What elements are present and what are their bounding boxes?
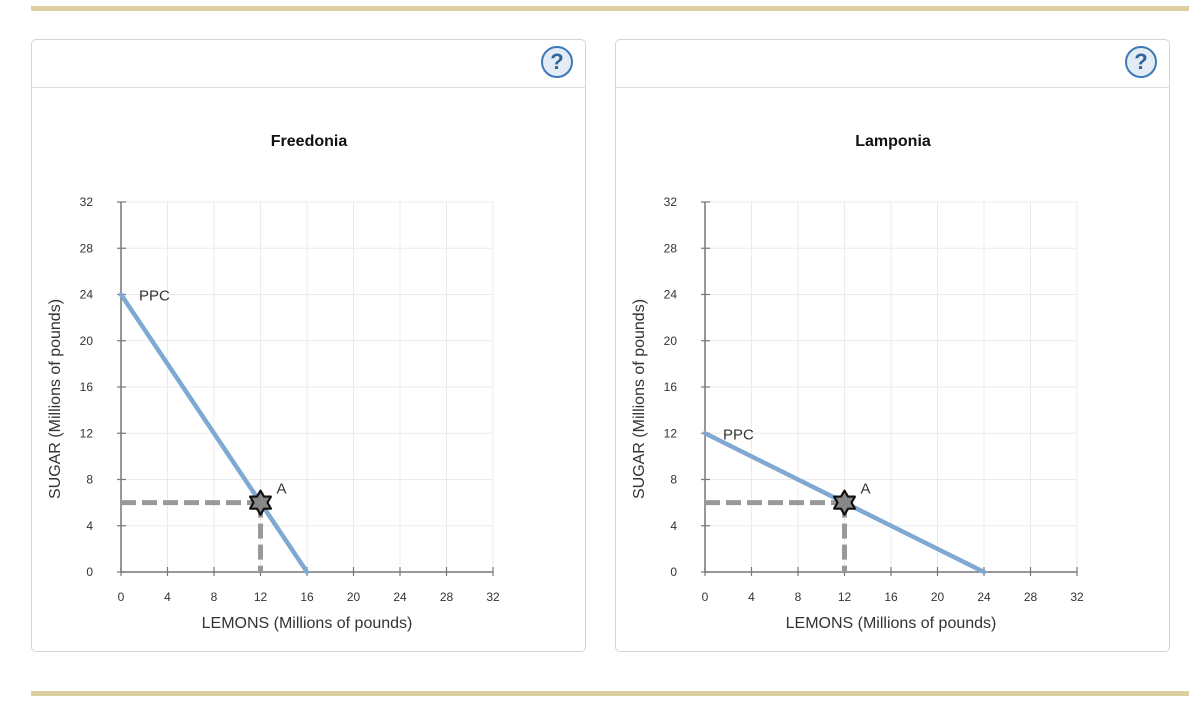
panel-header: ?	[32, 40, 585, 88]
y-tick-label: 0	[86, 565, 93, 579]
x-tick-label: 12	[838, 590, 852, 604]
x-tick-label: 8	[795, 590, 802, 604]
y-tick-label: 16	[664, 380, 678, 394]
x-tick-label: 24	[393, 590, 407, 604]
point-a-marker	[249, 489, 272, 516]
x-tick-label: 20	[931, 590, 945, 604]
x-axis-label: LEMONS (Millions of pounds)	[202, 615, 413, 632]
x-tick-label: 12	[254, 590, 268, 604]
bottom-divider	[31, 691, 1189, 696]
ppc-label: PPC	[723, 426, 754, 443]
x-tick-label: 4	[748, 590, 755, 604]
point-a-marker	[833, 489, 856, 516]
y-axis-label: SUGAR (Millions of pounds)	[47, 299, 64, 499]
freedonia-chart[interactable]: Freedonia 0 4 8 12 16 20 24 28 32 0 4 8 12 16 20 24 28 32 L…	[32, 88, 585, 648]
y-tick-label: 20	[80, 334, 94, 348]
y-tick-label: 12	[664, 426, 678, 440]
y-tick-label: 8	[86, 473, 93, 487]
x-tick-label: 28	[440, 590, 454, 604]
y-tick-label: 8	[670, 473, 677, 487]
x-axis-label: LEMONS (Millions of pounds)	[786, 615, 997, 632]
help-icon[interactable]: ?	[1125, 46, 1157, 78]
point-a-label: A	[277, 481, 287, 498]
x-tick-label: 32	[1070, 590, 1084, 604]
x-tick-label: 24	[977, 590, 991, 604]
lamponia-panel: ? Lamponia 0 4 8 12 16 20 24 28 32 0 4 8 12 16 20 24 28 32…	[615, 39, 1170, 652]
x-tick-label: 20	[347, 590, 361, 604]
chart-title: Freedonia	[271, 133, 348, 150]
x-tick-label: 16	[300, 590, 314, 604]
y-tick-label: 4	[670, 519, 677, 533]
y-axis-label: SUGAR (Millions of pounds)	[631, 299, 648, 499]
lamponia-chart[interactable]: Lamponia 0 4 8 12 16 20 24 28 32 0 4 8 12 16 20 24 28 32 LE…	[616, 88, 1169, 648]
help-icon[interactable]: ?	[541, 46, 573, 78]
ppc-line	[118, 292, 310, 575]
x-tick-label: 8	[211, 590, 218, 604]
x-tick-label: 4	[164, 590, 171, 604]
top-divider	[31, 6, 1189, 11]
y-tick-label: 4	[86, 519, 93, 533]
freedonia-panel: ? Freedonia 0 4 8 12 16 20 24 28 32 0 4 8 12 16 20 24 28 3…	[31, 39, 586, 652]
y-tick-label: 0	[670, 565, 677, 579]
y-tick-label: 24	[80, 288, 94, 302]
x-tick-label: 16	[884, 590, 898, 604]
y-tick-label: 28	[664, 241, 678, 255]
y-tick-label: 20	[664, 334, 678, 348]
y-tick-label: 16	[80, 380, 94, 394]
panel-header: ?	[616, 40, 1169, 88]
y-tick-label: 28	[80, 241, 94, 255]
x-tick-label: 32	[486, 590, 500, 604]
ppc-label: PPC	[139, 288, 170, 305]
chart-title: Lamponia	[855, 133, 931, 150]
y-tick-label: 24	[664, 288, 678, 302]
x-tick-label: 0	[702, 590, 709, 604]
point-a-label: A	[861, 481, 871, 498]
x-tick-label: 28	[1024, 590, 1038, 604]
y-tick-label: 32	[664, 195, 678, 209]
y-tick-label: 12	[80, 426, 94, 440]
y-tick-label: 32	[80, 195, 94, 209]
x-tick-label: 0	[118, 590, 125, 604]
